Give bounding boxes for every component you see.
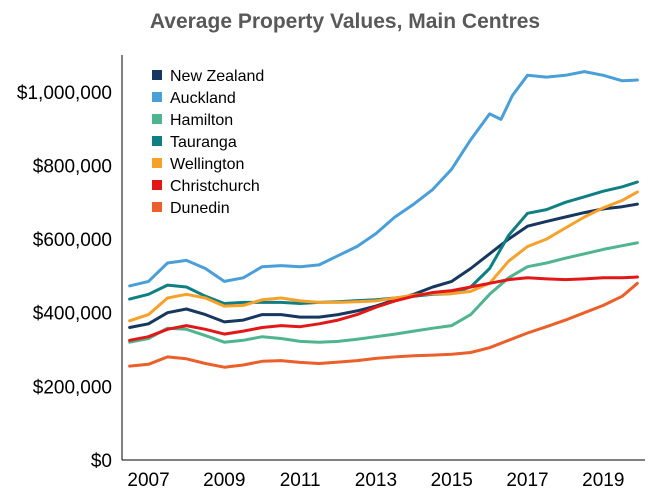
legend-label: Tauranga bbox=[170, 134, 237, 151]
legend: New Zealand Auckland Hamilton Tauranga Welli… bbox=[152, 68, 264, 217]
x-tick-label: 2011 bbox=[280, 470, 321, 491]
y-tick-label: $400,000 bbox=[33, 304, 112, 325]
series-lines bbox=[128, 70, 639, 369]
legend-label: Auckland bbox=[170, 90, 236, 107]
y-tick-label: $0 bbox=[91, 451, 112, 472]
legend-label: Christchurch bbox=[170, 178, 260, 195]
legend-label: New Zealand bbox=[170, 68, 264, 85]
legend-swatch bbox=[152, 158, 162, 168]
y-tick-label: $600,000 bbox=[33, 230, 112, 251]
x-tick-label: 2019 bbox=[582, 470, 624, 491]
y-axis-ticks: $0 $200,000 $400,000 $600,000 $800,000 $1,000… bbox=[17, 83, 112, 472]
chart-title: Average Property Values, Main Centres bbox=[150, 10, 540, 33]
x-tick-label: 2009 bbox=[203, 470, 245, 491]
y-tick-label: $800,000 bbox=[33, 156, 112, 177]
series-line-wellington bbox=[128, 190, 639, 323]
legend-swatch bbox=[152, 136, 162, 146]
legend-swatch bbox=[152, 70, 162, 80]
legend-swatch bbox=[152, 92, 162, 102]
legend-label: Dunedin bbox=[170, 200, 230, 217]
x-tick-label: 2013 bbox=[355, 470, 397, 491]
legend-swatch bbox=[152, 202, 162, 212]
series-line-new-zealand bbox=[128, 202, 639, 329]
series-line-christchurch bbox=[128, 275, 639, 342]
x-axis-ticks: 2007 2009 2011 2013 2015 2017 2019 bbox=[127, 470, 624, 491]
series-line-dunedin bbox=[128, 281, 639, 369]
y-tick-label: $200,000 bbox=[33, 377, 112, 398]
x-tick-label: 2015 bbox=[431, 470, 473, 491]
x-tick-label: 2017 bbox=[506, 470, 548, 491]
x-tick-label: 2007 bbox=[127, 470, 169, 491]
legend-swatch bbox=[152, 114, 162, 124]
series-line-auckland bbox=[128, 70, 639, 288]
y-tick-label: $1,000,000 bbox=[17, 83, 112, 104]
legend-swatch bbox=[152, 180, 162, 190]
legend-label: Hamilton bbox=[170, 112, 233, 129]
legend-label: Wellington bbox=[170, 156, 244, 173]
series-line-hamilton bbox=[128, 241, 639, 344]
